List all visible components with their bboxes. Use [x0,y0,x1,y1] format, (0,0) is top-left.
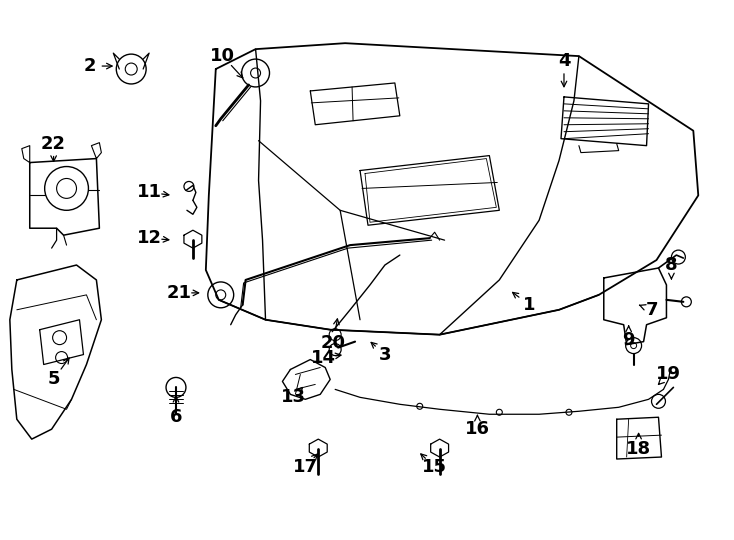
Text: 20: 20 [321,334,346,352]
Text: 7: 7 [645,301,658,319]
Text: 13: 13 [281,388,306,406]
Text: 4: 4 [558,52,570,70]
Text: 11: 11 [137,184,161,201]
Text: 15: 15 [422,458,447,476]
Text: 14: 14 [310,348,335,367]
Text: 21: 21 [167,284,192,302]
Text: 2: 2 [83,57,95,75]
Text: 9: 9 [622,330,635,349]
Text: 16: 16 [465,420,490,438]
Text: 3: 3 [379,346,391,363]
Text: 1: 1 [523,296,535,314]
Text: 12: 12 [137,229,161,247]
Text: 22: 22 [41,134,66,153]
Text: 10: 10 [210,47,235,65]
Text: 18: 18 [626,440,651,458]
Text: 6: 6 [170,408,182,426]
Text: 5: 5 [48,370,60,388]
Text: 17: 17 [293,458,318,476]
Text: 19: 19 [656,366,681,383]
Text: 8: 8 [665,256,677,274]
